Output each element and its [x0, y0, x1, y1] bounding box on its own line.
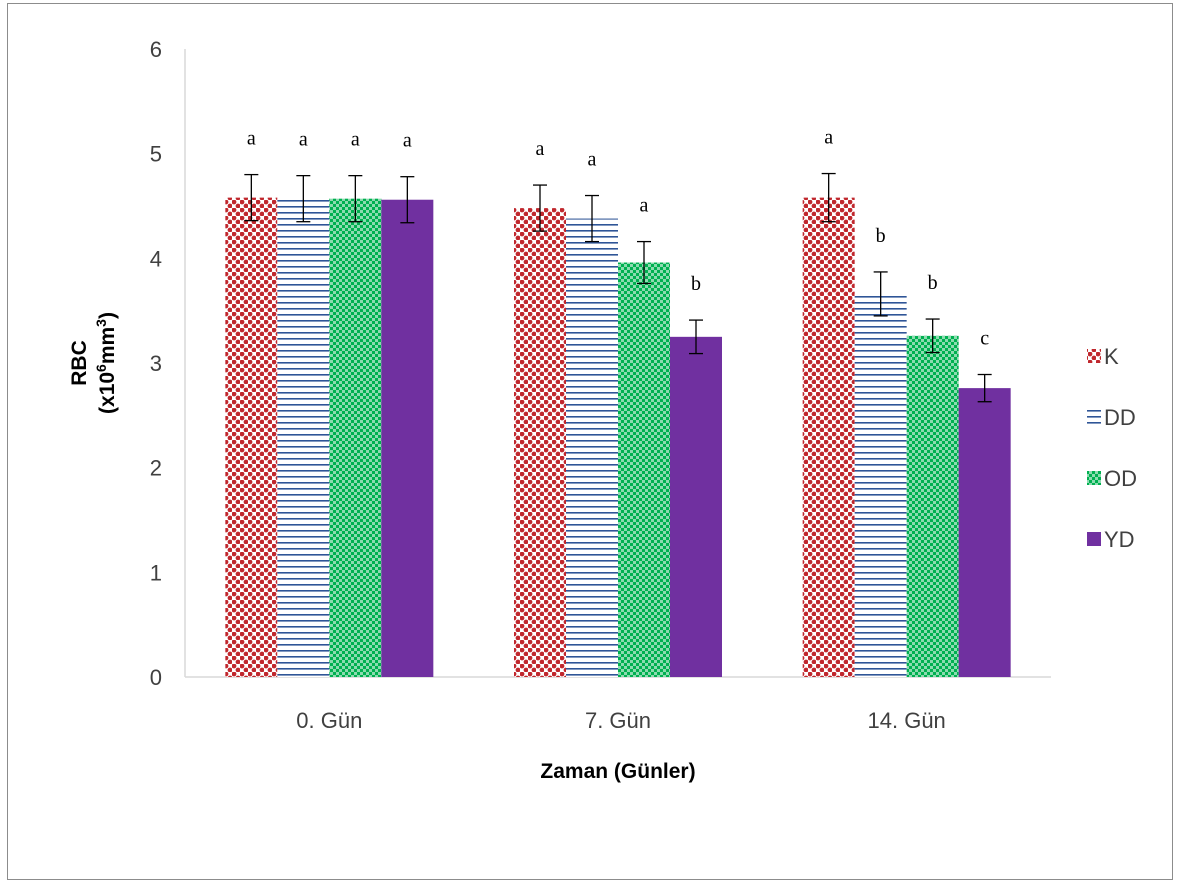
bar: [854, 293, 907, 677]
significance-label: c: [980, 328, 989, 350]
error-bars: [244, 172, 992, 403]
category-labels: 0. Gün 7. Gün 14. Gün: [296, 708, 945, 733]
significance-label: a: [536, 138, 545, 160]
error-bar: [689, 319, 703, 355]
error-bar: [821, 172, 836, 223]
significance-labels: a a a a a a a b a b b c: [247, 127, 989, 350]
significance-label: a: [351, 129, 360, 151]
y-tick-label: 5: [150, 142, 162, 167]
category-label: 14. Gün: [868, 708, 946, 733]
legend-swatch: [1087, 471, 1101, 485]
significance-label: a: [824, 127, 833, 149]
bar: [670, 336, 722, 677]
significance-label: a: [640, 195, 649, 217]
error-bar: [977, 373, 992, 403]
x-axis-title: Zaman (Günler): [540, 760, 695, 783]
error-bar: [296, 174, 311, 223]
significance-label: a: [299, 129, 308, 151]
error-bar: [533, 184, 547, 232]
y-tick-label: 0: [150, 665, 162, 690]
legend-item: K: [1087, 344, 1119, 369]
legend: K DD OD YD: [1087, 344, 1137, 552]
bar: [802, 197, 855, 678]
error-bar: [637, 240, 651, 285]
legend-label: YD: [1104, 527, 1135, 552]
y-tick-labels: 0 1 2 3 4 5 6: [150, 37, 162, 690]
error-bar: [348, 174, 363, 223]
category-label: 7. Gün: [585, 708, 651, 733]
bar: [566, 218, 618, 677]
significance-label: b: [928, 272, 938, 294]
bar: [958, 388, 1011, 677]
legend-swatch: [1087, 410, 1101, 424]
legend-item: OD: [1087, 466, 1137, 491]
bar: [514, 208, 566, 678]
y-tick-label: 3: [150, 351, 162, 376]
legend-swatch: [1087, 532, 1101, 546]
y-tick-label: 4: [150, 246, 162, 271]
significance-label: b: [691, 273, 701, 295]
significance-label: b: [876, 225, 886, 247]
significance-label: a: [588, 149, 597, 171]
bar: [329, 198, 382, 677]
bars: [225, 197, 1011, 678]
error-bar: [585, 194, 599, 243]
category-label: 0. Gün: [296, 708, 362, 733]
significance-label: a: [247, 128, 256, 150]
error-bar: [925, 318, 940, 354]
bar: [277, 198, 330, 677]
error-bar: [244, 173, 259, 222]
y-tick-label: 1: [150, 560, 162, 585]
y-tick-label: 2: [150, 456, 162, 481]
bar: [618, 262, 670, 677]
legend-swatch: [1087, 349, 1101, 363]
bar: [906, 335, 959, 677]
legend-item: DD: [1087, 405, 1136, 430]
legend-label: DD: [1104, 405, 1136, 430]
error-bar: [400, 176, 415, 224]
legend-label: OD: [1104, 466, 1137, 491]
legend-item: YD: [1087, 527, 1135, 552]
error-bar: [873, 271, 888, 317]
bar: [225, 197, 278, 678]
bar: [381, 199, 434, 677]
y-tick-label: 6: [150, 37, 162, 62]
y-axis-title: RBC (x106mm3): [68, 312, 119, 414]
significance-label: a: [403, 130, 412, 152]
y-axis-title-line2: (x106mm3): [93, 312, 119, 414]
y-axis-title-line1: RBC: [68, 340, 91, 386]
legend-label: K: [1104, 344, 1119, 369]
